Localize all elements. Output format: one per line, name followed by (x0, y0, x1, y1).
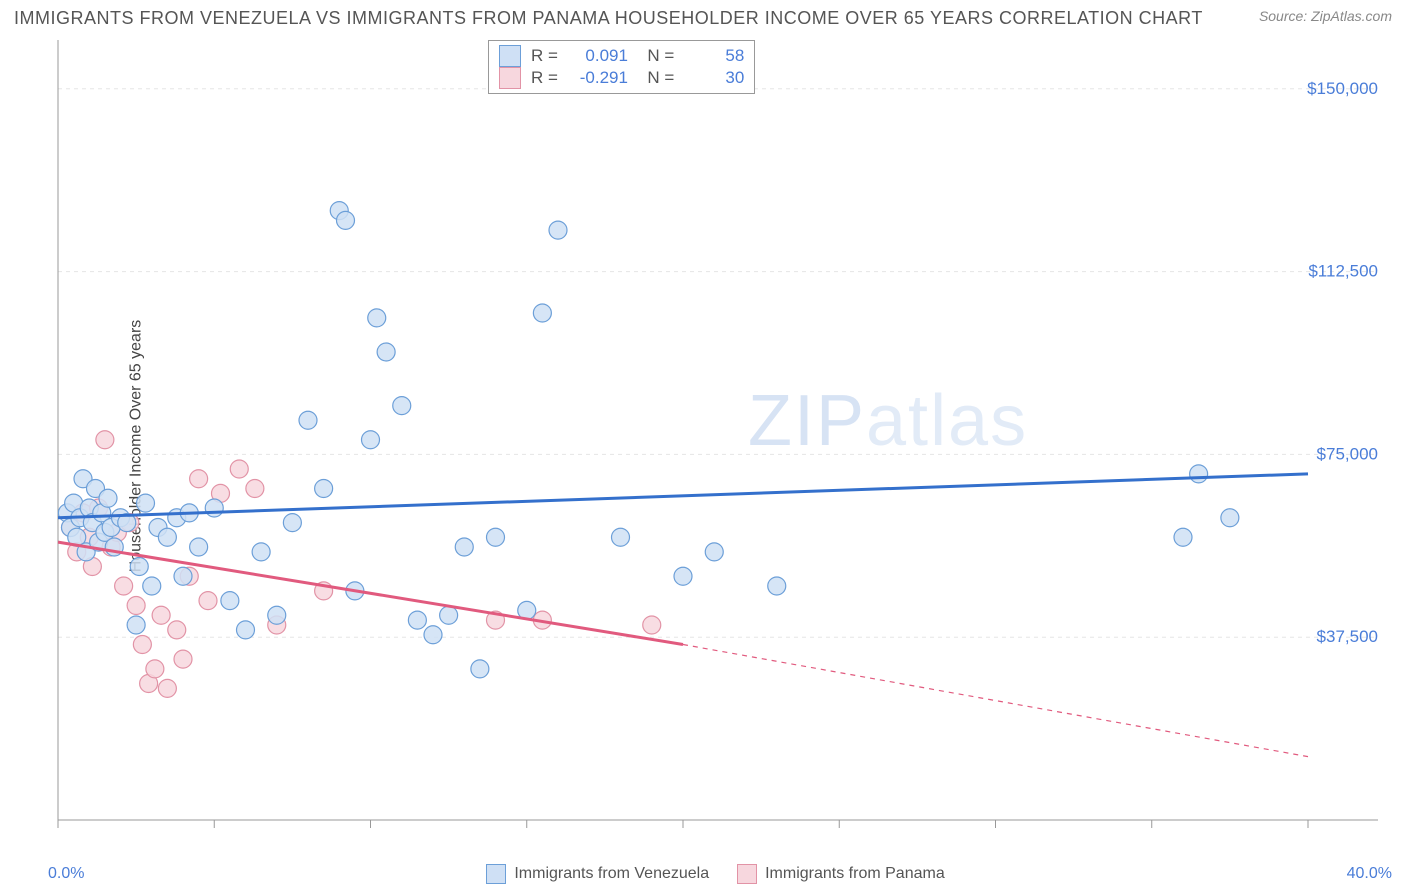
svg-text:$112,500: $112,500 (1308, 262, 1378, 281)
svg-text:$37,500: $37,500 (1317, 627, 1378, 646)
chart-title: IMMIGRANTS FROM VENEZUELA VS IMMIGRANTS … (14, 8, 1203, 29)
n-label: N = (638, 46, 674, 66)
chart-area: $37,500$75,000$112,500$150,000 ZIPatlas … (48, 40, 1392, 842)
n-value-panama: 30 (684, 68, 744, 88)
svg-text:$150,000: $150,000 (1307, 79, 1378, 98)
corr-row-venezuela: R = 0.091 N = 58 (499, 45, 744, 67)
series-legend: Immigrants from Venezuela Immigrants fro… (486, 864, 944, 884)
n-value-venezuela: 58 (684, 46, 744, 66)
x-min-label: 0.0% (48, 865, 84, 883)
legend-label-panama: Immigrants from Panama (765, 865, 945, 883)
source-label: Source: ZipAtlas.com (1259, 8, 1392, 24)
scatter-chart: $37,500 $75,000 $112,500 $150,000 (48, 40, 1392, 842)
swatch-venezuela (499, 45, 521, 67)
swatch-panama (499, 67, 521, 89)
correlation-legend: R = 0.091 N = 58 R = -0.291 N = 30 (488, 40, 755, 94)
legend-label-venezuela: Immigrants from Venezuela (514, 865, 709, 883)
corr-row-panama: R = -0.291 N = 30 (499, 67, 744, 89)
r-value-panama: -0.291 (568, 68, 628, 88)
r-value-venezuela: 0.091 (568, 46, 628, 66)
r-label: R = (531, 68, 558, 88)
legend-item-venezuela: Immigrants from Venezuela (486, 864, 709, 884)
n-label: N = (638, 68, 674, 88)
r-label: R = (531, 46, 558, 66)
legend-item-panama: Immigrants from Panama (737, 864, 945, 884)
bottom-bar: 0.0% Immigrants from Venezuela Immigrant… (48, 864, 1392, 884)
svg-text:$75,000: $75,000 (1317, 444, 1378, 463)
x-max-label: 40.0% (1347, 865, 1392, 883)
swatch-panama-icon (737, 864, 757, 884)
swatch-venezuela-icon (486, 864, 506, 884)
